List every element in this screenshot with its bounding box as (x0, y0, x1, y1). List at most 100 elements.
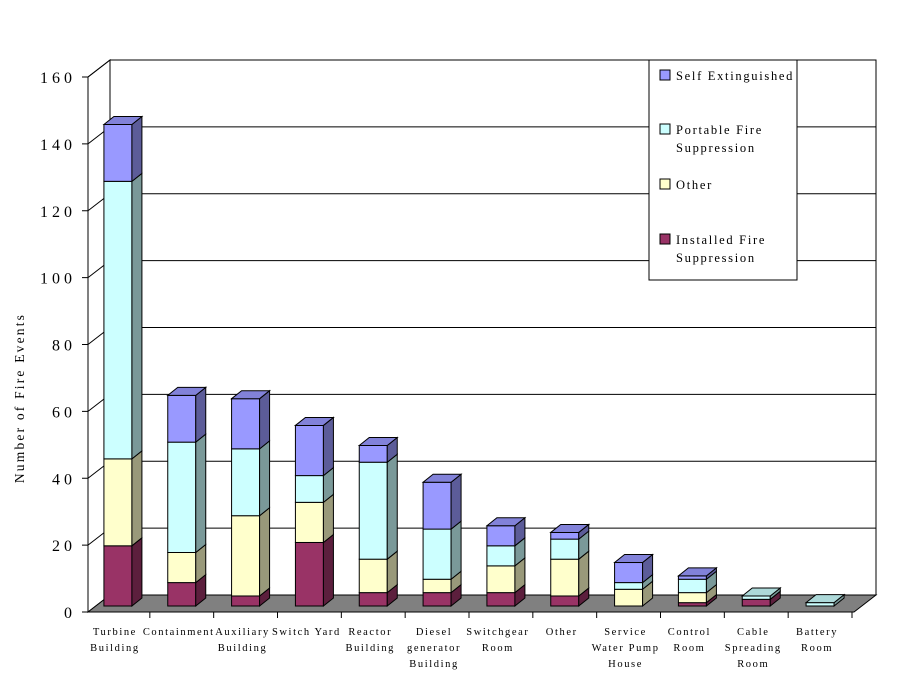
legend-swatch (659, 178, 671, 190)
legend-label: Installed Fire (676, 233, 766, 247)
x-tick-label: Room (482, 643, 514, 654)
bar-front (422, 578, 452, 594)
bar-segment (294, 416, 334, 477)
bar-front (103, 458, 133, 547)
bar-segment (103, 536, 143, 608)
bar-front (358, 592, 388, 607)
bar-front (103, 124, 133, 182)
bar-stack (166, 386, 208, 608)
bar-front (358, 558, 388, 594)
x-tick-label: Room (673, 643, 705, 654)
bar-front (486, 565, 516, 594)
bar-top (357, 437, 399, 446)
bar-side (259, 506, 271, 598)
bar-segment (103, 449, 143, 547)
legend-swatch (659, 123, 671, 135)
legend-label: Suppression (676, 141, 756, 155)
x-tick-label: Building (409, 659, 459, 670)
bar-front (103, 180, 133, 460)
bar-top (293, 416, 335, 426)
bar-top (740, 587, 782, 597)
bar-side (259, 389, 271, 450)
legend-label: Portable Fire (676, 123, 763, 137)
y-tick-label: 8 0 (52, 338, 72, 355)
bar-front (677, 592, 707, 604)
y-axis-ticks: 0 2 0 4 0 6 0 8 0 1 0 0 1 2 0 1 4 0 1 6 0 (40, 70, 89, 622)
x-tick-label: Diesel (416, 627, 452, 638)
bar-top (230, 390, 272, 400)
bar-side (131, 172, 143, 460)
bar-front (486, 525, 516, 547)
bar-front (677, 575, 707, 580)
bar-front (231, 398, 261, 450)
bar-segment (231, 439, 271, 517)
bar-front (294, 541, 324, 607)
bar-front (294, 475, 324, 503)
y-tick-label: 1 4 0 (40, 137, 72, 154)
bar-stack (549, 523, 591, 608)
bar-side (195, 386, 207, 444)
bar-segment (231, 389, 271, 450)
legend-box (648, 59, 798, 281)
x-tick-label: Battery (796, 627, 838, 638)
x-tick-label: Building (218, 643, 268, 654)
x-tick-label: Building (90, 643, 140, 654)
bar-stack (676, 566, 718, 608)
legend-swatch (659, 233, 671, 245)
y-tick-label: 1 2 0 (40, 204, 72, 221)
y-tick-label: 1 6 0 (40, 70, 72, 87)
x-tick-label: Room (737, 659, 769, 670)
bar-side (450, 473, 462, 531)
bar-top (613, 554, 655, 564)
bar-front (422, 528, 452, 580)
bar-segment (614, 553, 654, 584)
legend-item: Self Extinguished (659, 69, 794, 83)
bar-stack (804, 593, 846, 608)
y-tick-label: 4 0 (52, 471, 72, 488)
bar-front (103, 545, 133, 607)
bar-top (676, 567, 718, 577)
bar-front (231, 448, 261, 517)
x-tick-label: Cable (737, 627, 770, 638)
bar-segment (486, 556, 526, 594)
bar-side (131, 449, 143, 547)
bar-side (450, 520, 462, 581)
bar-front (741, 595, 771, 600)
bar-front (550, 538, 580, 560)
bar-side (195, 433, 207, 554)
bar-segment (103, 115, 143, 183)
bar-front (550, 595, 580, 607)
bar-segment (167, 433, 207, 554)
bar-stack (613, 553, 655, 608)
bar-front (486, 545, 516, 567)
bar-front (805, 602, 835, 607)
bar-front (550, 558, 580, 597)
bar-segment (358, 453, 398, 561)
bar-front (422, 481, 452, 530)
legend-label: Self Extinguished (676, 69, 794, 83)
bar-stack (293, 416, 335, 608)
bar-front (358, 445, 388, 463)
bar-front (167, 441, 197, 553)
bar-front (231, 515, 261, 597)
bar-top (485, 517, 527, 527)
bar-segment (422, 520, 462, 581)
bar-side (259, 439, 271, 517)
x-tick-label: Room (801, 643, 833, 654)
x-tick-label: Switchgear (466, 627, 529, 638)
bar-front (550, 531, 580, 540)
bar-front (741, 598, 771, 607)
bar-stack (485, 516, 527, 608)
legend-swatch (659, 69, 671, 81)
bar-side (131, 115, 143, 183)
x-tick-label: House (608, 659, 643, 670)
x-tick-label: Water Pump (592, 643, 660, 654)
y-tick-label: 0 (64, 605, 72, 622)
bar-stack (421, 473, 463, 608)
bar-top (166, 386, 208, 396)
legend-item: Installed Fire Suppression (659, 233, 766, 265)
bar-segment (294, 533, 334, 608)
legend-item: Portable Fire Suppression (659, 123, 763, 155)
x-tick-label: Auxiliary (215, 627, 270, 638)
